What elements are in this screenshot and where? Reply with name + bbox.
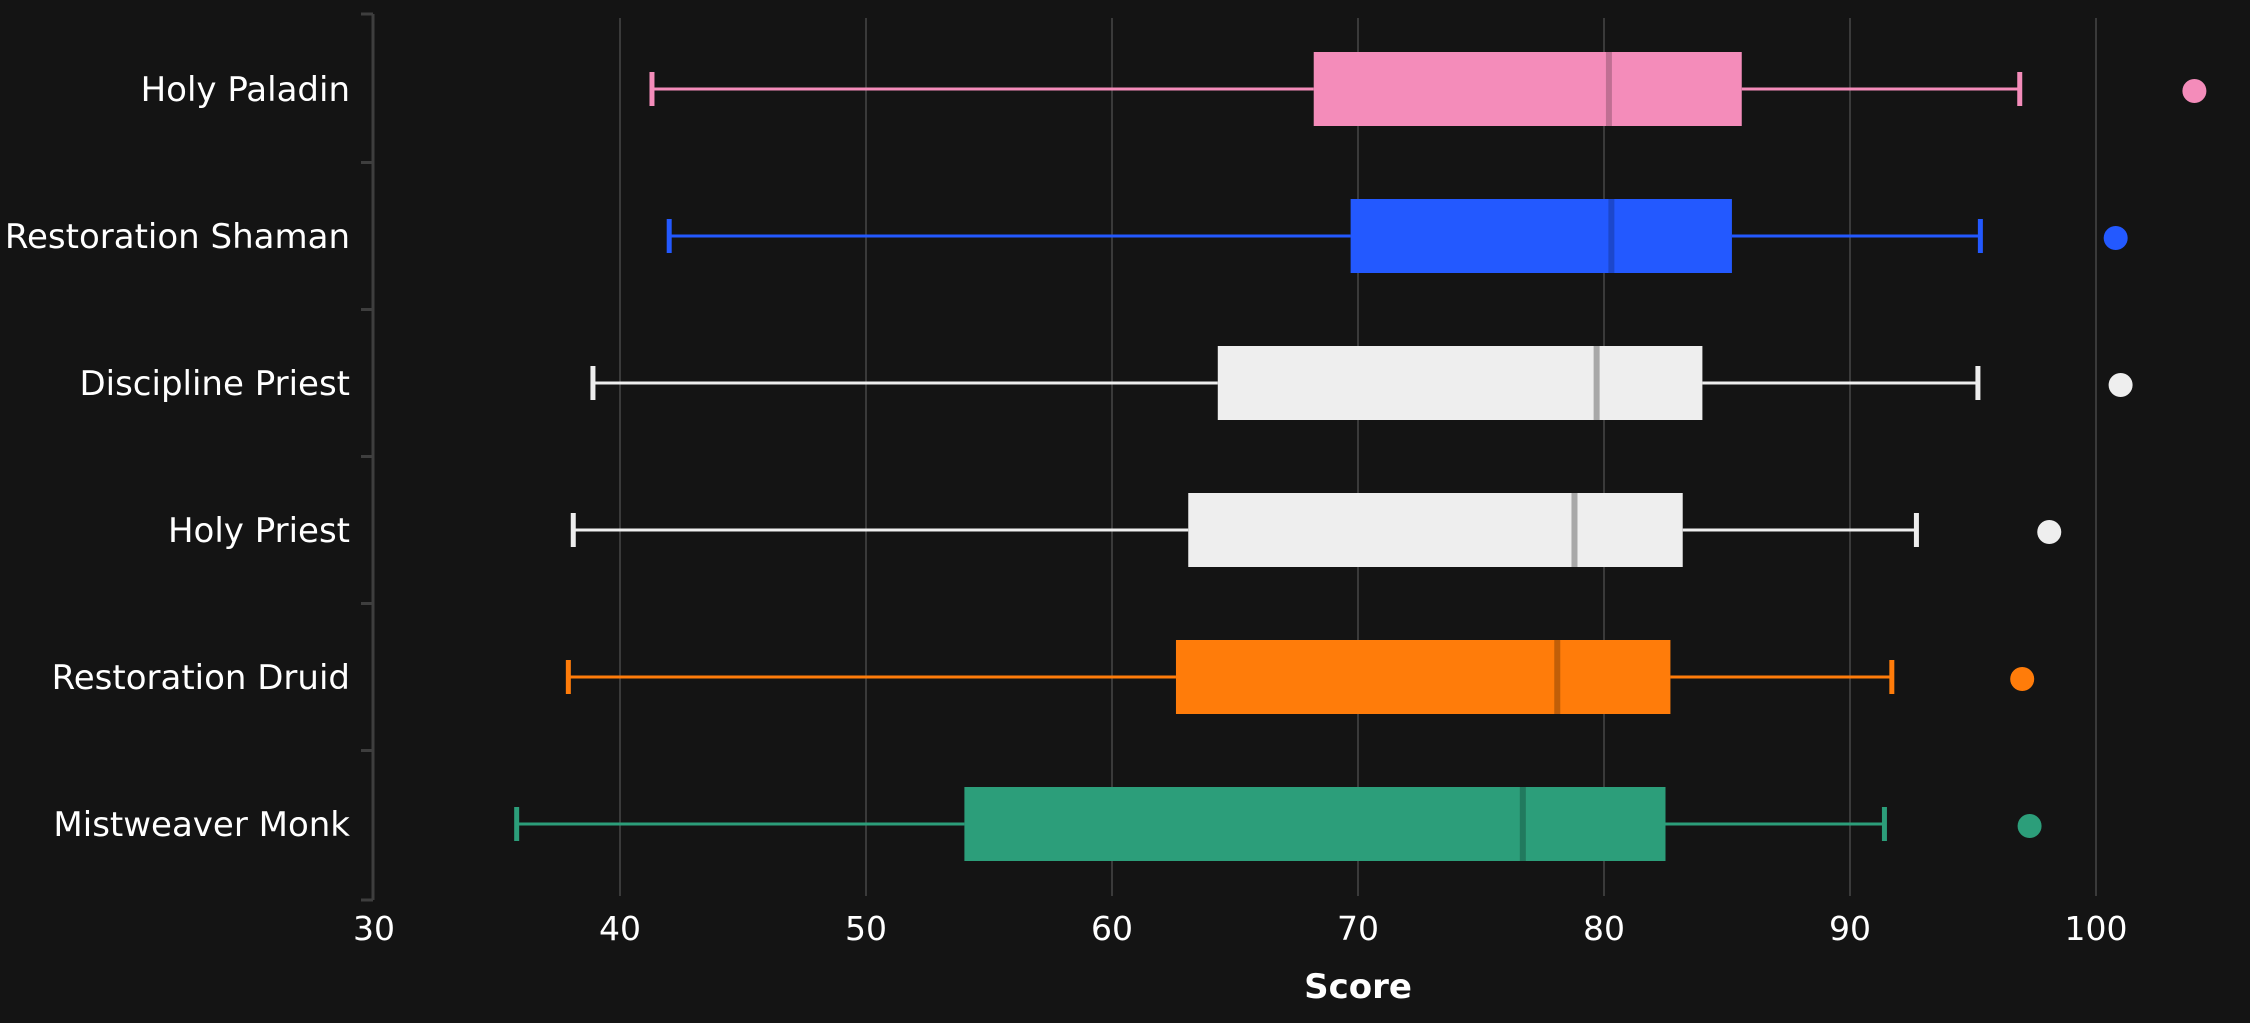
x-tick-labels: 30 40 50 60 70 80 90 100 [353, 909, 2128, 948]
x-tick-label-30: 30 [353, 909, 395, 948]
outlier-point [2037, 520, 2062, 544]
category-label: Mistweaver Monk [53, 805, 350, 845]
x-tick-label-100: 100 [2065, 909, 2128, 948]
category-label: Holy Paladin [141, 70, 350, 110]
box-group-1 [666, 199, 2128, 273]
iqr-box [1313, 52, 1742, 126]
y-axis [361, 12, 375, 902]
box-group-4 [565, 640, 2035, 714]
outlier-point [2017, 814, 2042, 838]
iqr-box [1217, 346, 1703, 420]
category-labels: Holy Paladin Restoration Shaman Discipline… [5, 70, 350, 845]
x-tick-label-60: 60 [1091, 909, 1133, 948]
iqr-box [1175, 640, 1671, 714]
category-label: Holy Priest [168, 511, 350, 551]
box-group-0 [649, 52, 2207, 126]
outlier-point [2103, 226, 2128, 250]
outlier-point [2182, 79, 2207, 103]
iqr-box [964, 787, 1666, 861]
category-label: Discipline Priest [79, 364, 350, 404]
category-label: Restoration Druid [52, 658, 350, 698]
iqr-box [1350, 199, 1732, 273]
x-tick-label-40: 40 [599, 909, 641, 948]
x-tick-label-90: 90 [1829, 909, 1871, 948]
box-group-2 [590, 346, 2133, 420]
outlier-point [2108, 373, 2133, 397]
x-tick-label-50: 50 [845, 909, 887, 948]
box-series [514, 52, 2207, 861]
category-label: Restoration Shaman [5, 217, 350, 257]
outlier-point [2010, 667, 2035, 691]
grid-lines [619, 18, 2097, 896]
x-tick-label-80: 80 [1583, 909, 1625, 948]
iqr-box [1188, 493, 1683, 567]
x-axis-title: Score [1304, 967, 1412, 1007]
x-tick-label-70: 70 [1337, 909, 1379, 948]
box-group-3 [570, 493, 2062, 567]
box-group-5 [514, 787, 2042, 861]
